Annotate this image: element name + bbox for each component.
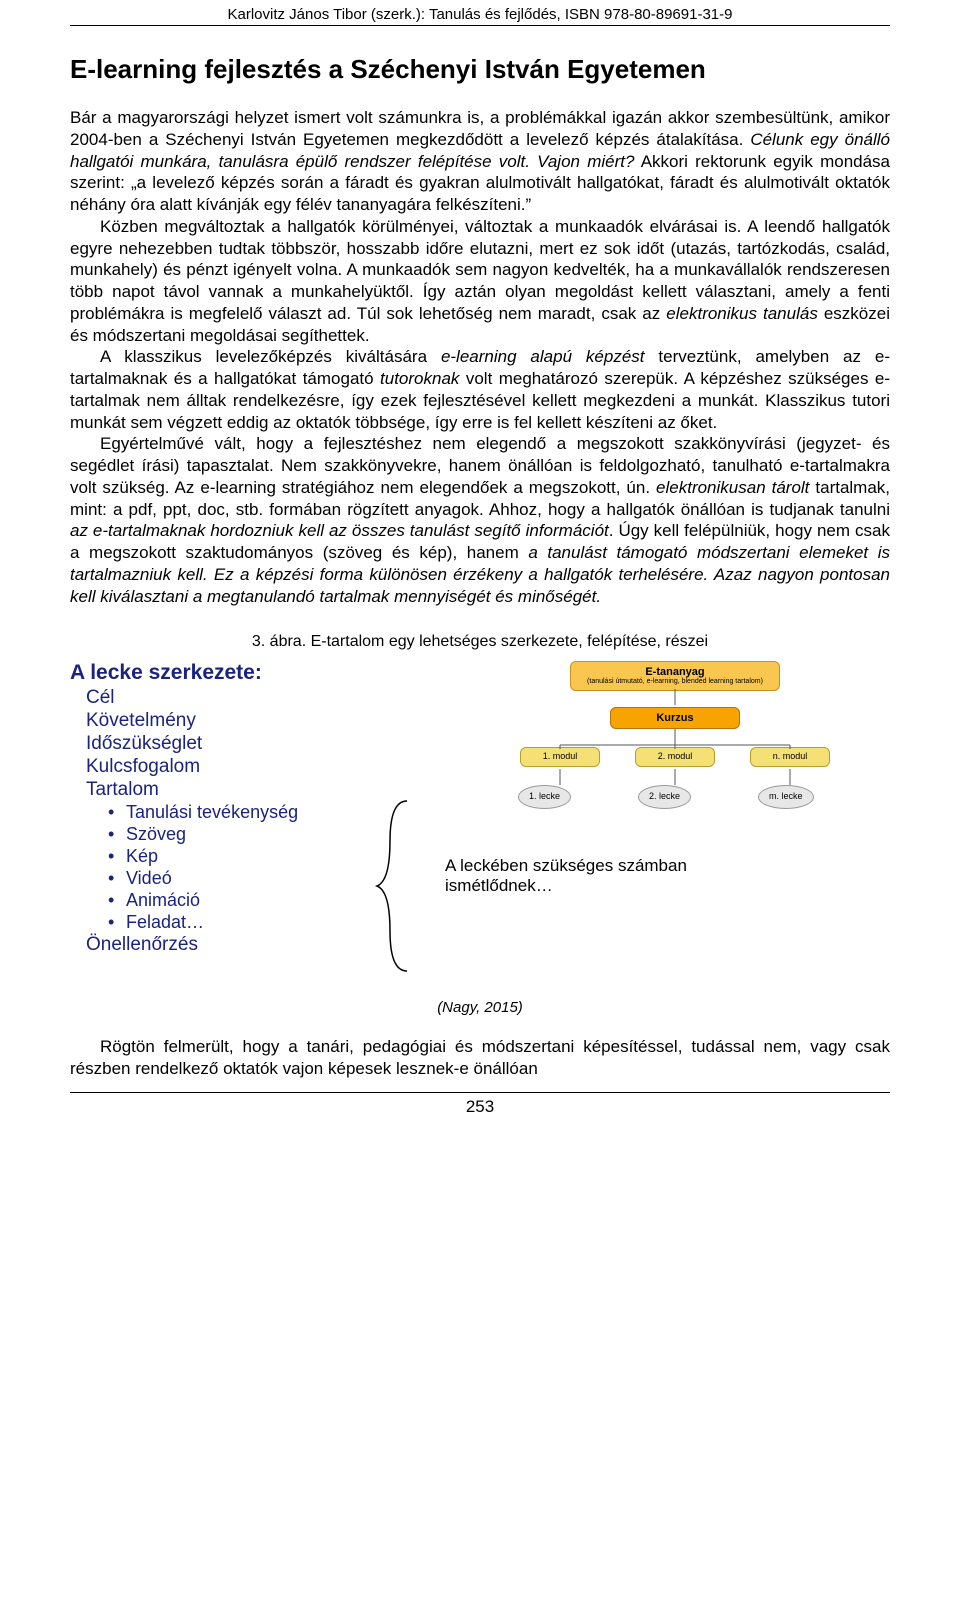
lecture-footer: Önellenőrzés [86,934,390,956]
connector-lines [510,689,850,799]
figure-source: (Nagy, 2015) [70,999,890,1016]
body-para: Bár a magyarországi helyzet ismert volt … [70,107,890,216]
figure-caption: 3. ábra. E-tartalom egy lehetséges szerk… [70,633,890,651]
lecture-structure: A lecke szerkezete: Cél Követelmény Idős… [70,661,390,991]
lecture-subitem: Animáció [126,890,390,911]
lecture-item: Cél [86,687,390,709]
brace-icon [372,796,422,976]
body-para: A klasszikus levelezőképzés kiváltására … [70,346,890,433]
lecture-subitem: Tanulási tevékenység [126,802,390,823]
lecture-item: Tartalom [86,779,390,801]
body-para: Közben megváltoztak a hallgatók körülmén… [70,216,890,347]
body-para: Rögtön felmerült, hogy a tanári, pedagóg… [70,1036,890,1080]
lecture-subitem: Szöveg [126,824,390,845]
page-header: Karlovitz János Tibor (szerk.): Tanulás … [70,0,890,26]
lecture-item: Kulcsfogalom [86,756,390,778]
lecture-subitem: Feladat… [126,912,390,933]
section-title: E-learning fejlesztés a Széchenyi István… [70,54,890,85]
diagram-graph: E-tananyag (tanulási útmutató, e-learnin… [390,661,890,991]
node-sub: (tanulási útmutató, e-learning, blended … [577,678,773,686]
page-number: 253 [70,1092,890,1117]
lecture-title: A lecke szerkezete: [70,661,390,685]
body-para: Egyértelművé vált, hogy a fejlesztéshez … [70,433,890,607]
lecture-item: Követelmény [86,710,390,732]
figure-diagram: A lecke szerkezete: Cél Követelmény Idős… [70,661,890,991]
node-title: E-tananyag [577,666,773,678]
lecture-subitem: Kép [126,846,390,867]
brace-label: A leckében szükséges számban ismétlődnek… [445,856,705,896]
lecture-item: Időszükséglet [86,733,390,755]
node-etananyag: E-tananyag (tanulási útmutató, e-learnin… [570,661,780,691]
lecture-subitem: Videó [126,868,390,889]
